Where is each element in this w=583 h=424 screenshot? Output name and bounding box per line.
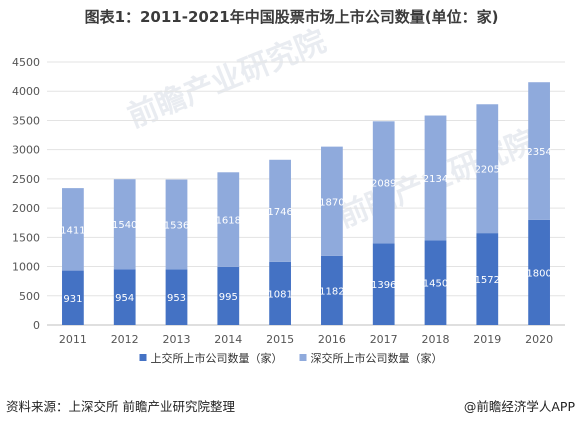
- bar-shenzhen: [217, 172, 240, 267]
- bar-value-label: 1540: [112, 220, 137, 231]
- bar-shanghai: [113, 269, 136, 325]
- bar-value-label: 1870: [319, 197, 344, 208]
- y-tick-label: 4000: [12, 85, 40, 98]
- y-tick-label: 1000: [12, 261, 40, 274]
- y-tick-label: 1500: [12, 231, 40, 244]
- bar-shanghai: [424, 240, 447, 325]
- x-tick-label: 2013: [163, 333, 191, 346]
- bar-shenzhen: [165, 179, 188, 270]
- bar-value-label: 2089: [371, 178, 396, 189]
- bar-shenzhen: [321, 146, 343, 256]
- bar-shenzhen: [528, 82, 550, 220]
- y-tick-label: 4500: [12, 56, 40, 69]
- bar-shenzhen: [372, 121, 395, 244]
- x-tick-label: 2015: [266, 333, 294, 346]
- bar-value-label: 1411: [60, 225, 85, 236]
- y-tick-label: 0: [33, 319, 40, 332]
- bar-shenzhen: [424, 115, 447, 241]
- bar-shenzhen: [62, 188, 84, 271]
- bar-value-label: 1182: [319, 286, 344, 297]
- bar-shanghai: [476, 233, 499, 325]
- bar-value-label: 1396: [371, 280, 396, 291]
- y-tick-label: 2000: [12, 202, 40, 215]
- bar-value-label: 2354: [526, 147, 551, 158]
- bar-value-label: 953: [167, 293, 186, 304]
- bar-value-label: 1746: [267, 207, 292, 218]
- bar-value-label: 2134: [423, 174, 448, 185]
- y-tick-label: 500: [19, 290, 40, 303]
- bar-shanghai: [528, 219, 550, 325]
- legend-label: 深交所上市公司数量（家）: [311, 351, 443, 365]
- x-tick-label: 2011: [59, 333, 87, 346]
- bar-shanghai: [321, 255, 343, 325]
- bar-shenzhen: [269, 159, 291, 262]
- bar-shanghai: [62, 270, 84, 325]
- y-tick-label: 3000: [12, 144, 40, 157]
- credit-note: @前瞻经济学人APP: [463, 399, 575, 414]
- x-tick-label: 2017: [370, 333, 398, 346]
- bar-shanghai: [217, 266, 240, 325]
- legend: 上交所上市公司数量（家） 深交所上市公司数量（家）: [139, 351, 443, 365]
- bar-value-label: 931: [63, 294, 82, 305]
- bar-shenzhen: [476, 104, 499, 234]
- bar-value-label: 1081: [267, 289, 292, 300]
- x-tick-label: 2012: [111, 333, 139, 346]
- bar-value-label: 1618: [216, 216, 241, 227]
- bar-value-label: 995: [219, 292, 238, 303]
- bar-value-label: 1536: [164, 220, 189, 231]
- chart-title: 图表1：2011-2021年中国股票市场上市公司数量(单位：家): [84, 8, 499, 26]
- x-axis-ticks: 2011 2012 2013 2014 2015 2016 2017 2018 2019 2020: [59, 333, 553, 346]
- bar-value-label: 2205: [475, 165, 500, 176]
- bar-value-label: 1572: [475, 275, 500, 286]
- y-axis-ticks: 0 500 1000 1500 2000 2500 3000 3500 4000 4500: [12, 56, 40, 332]
- bar-shanghai: [269, 261, 291, 325]
- bar-value-label: 1800: [526, 268, 551, 279]
- x-tick-label: 2014: [214, 333, 242, 346]
- source-note: 资料来源：上深交所 前瞻产业研究院整理: [6, 399, 235, 414]
- legend-swatch: [139, 354, 147, 361]
- x-tick-label: 2019: [473, 333, 501, 346]
- bar-shenzhen: [113, 179, 136, 270]
- bar-value-label: 954: [115, 293, 134, 304]
- x-tick-label: 2018: [422, 333, 450, 346]
- bar-shanghai: [372, 243, 395, 325]
- bars: 931 1411 954 1540 953 1536 995 1618 1081 1746 1182…: [60, 82, 552, 325]
- x-tick-label: 2020: [525, 333, 553, 346]
- x-tick-label: 2016: [318, 333, 346, 346]
- legend-label: 上交所上市公司数量（家）: [151, 351, 283, 365]
- legend-swatch: [299, 354, 307, 361]
- y-tick-label: 3500: [12, 114, 40, 127]
- bar-value-label: 1450: [423, 279, 448, 290]
- stacked-bar-chart: 0 500 1000 1500 2000 2500 3000 3500 4000 4500 931…: [12, 56, 565, 365]
- bar-shanghai: [165, 269, 188, 325]
- y-tick-label: 2500: [12, 173, 40, 186]
